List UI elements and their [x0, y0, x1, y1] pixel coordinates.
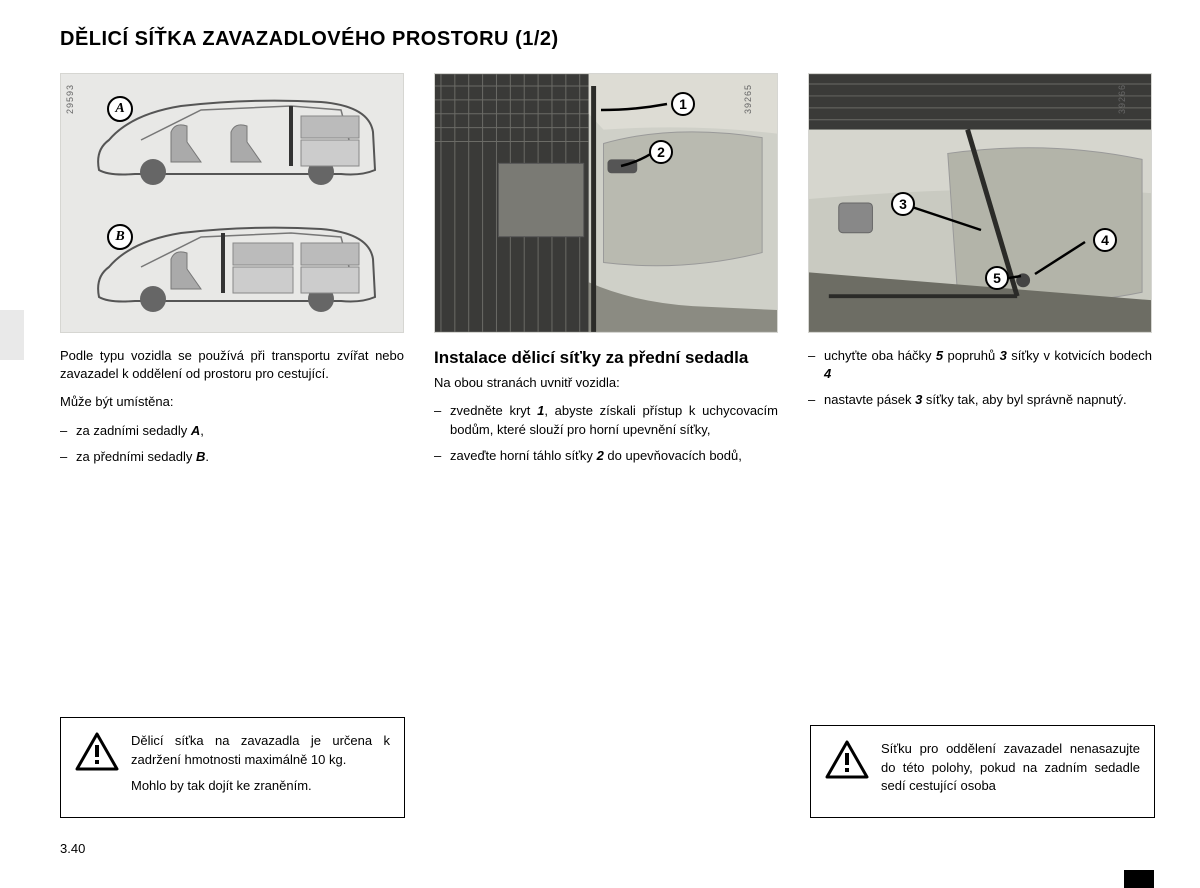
callout-a: A [107, 96, 133, 122]
col1-bullet-1: za zadními sedadly A, [60, 422, 404, 440]
warn-left-p1: Dělicí síťka na zavazadla je určena k za… [131, 732, 390, 768]
page-title: DĚLICÍ SÍŤKA ZAVAZADLOVÉHO PROSTORU (1/2… [60, 28, 1152, 51]
col1-p2: Může být umístěna: [60, 393, 404, 411]
callout-5: 5 [985, 266, 1009, 290]
warning-box-right: Síťku pro oddělení zavazadel nenasazujte… [810, 725, 1155, 818]
col3-bullet-1: uchyťte oba háčky 5 popruhů 3 síťky v ko… [808, 347, 1152, 383]
callout-3: 3 [891, 192, 915, 216]
warn-right-p1: Síťku pro oddělení zavazadel nenasazujte… [881, 740, 1140, 795]
col1-p1: Podle typu vozidla se používá při transp… [60, 347, 404, 383]
warning-icon [75, 732, 119, 803]
figure-id: 39265 [743, 84, 753, 114]
col2-bullet-2: zaveďte horní táhlo síťky 2 do upevňovac… [434, 447, 778, 465]
figure-id: 39266 [1117, 84, 1127, 114]
col3-text: uchyťte oba háčky 5 popruhů 3 síťky v ko… [808, 347, 1152, 418]
col1-bullets: za zadními sedadly A, za předními sedadl… [60, 422, 404, 466]
col2-heading: Instalace dělicí síťky za přední sedadla [434, 347, 778, 368]
col3-bullet-2: nastavte pásek 3 síťky tak, aby byl sprá… [808, 391, 1152, 409]
col2-bullets: zvedněte kryt 1, abyste získali přístup … [434, 402, 778, 465]
warning-icon [825, 740, 869, 803]
manual-page: DĚLICÍ SÍŤKA ZAVAZADLOVÉHO PROSTORU (1/2… [0, 0, 1200, 888]
car-silhouette-b [91, 219, 381, 314]
car-silhouette-a [91, 92, 381, 187]
callout-4: 4 [1093, 228, 1117, 252]
title-main: DĚLICÍ SÍŤKA ZAVAZADLOVÉHO PROSTORU [60, 28, 515, 50]
col2-text: Instalace dělicí síťky za přední sedadla… [434, 347, 778, 473]
callout-b: B [107, 224, 133, 250]
warning-box-left: Dělicí síťka na zavazadla je určena k za… [60, 717, 405, 818]
callout-2: 2 [649, 140, 673, 164]
figure-install-front: 39265 [434, 73, 778, 333]
bottom-thumb-tab [1124, 870, 1154, 888]
column-2: 39265 [434, 73, 778, 474]
col2-p1: Na obou stranách uvnitř vozidla: [434, 374, 778, 392]
warn-left-p2: Mohlo by tak dojít ke zraněním. [131, 777, 390, 795]
warning-text: Dělicí síťka na zavazadla je určena k za… [131, 732, 390, 803]
page-number: 3.40 [60, 841, 85, 856]
col1-bullet-2: za předními sedadly B. [60, 448, 404, 466]
col2-bullet-1: zvedněte kryt 1, abyste získali přístup … [434, 402, 778, 438]
col3-bullets: uchyťte oba háčky 5 popruhů 3 síťky v ko… [808, 347, 1152, 410]
figure-id: 29593 [65, 84, 75, 114]
column-3: 39266 [808, 73, 1152, 474]
callout-1: 1 [671, 92, 695, 116]
title-sub: (1/2) [515, 28, 559, 50]
warning-text: Síťku pro oddělení zavazadel nenasazujte… [881, 740, 1140, 803]
column-1: 29593 A [60, 73, 404, 474]
content-columns: 29593 A [60, 73, 1152, 474]
figure-install-lower: 39266 [808, 73, 1152, 333]
figure-positions: 29593 A [60, 73, 404, 333]
col1-text: Podle typu vozidla se používá při transp… [60, 347, 404, 474]
